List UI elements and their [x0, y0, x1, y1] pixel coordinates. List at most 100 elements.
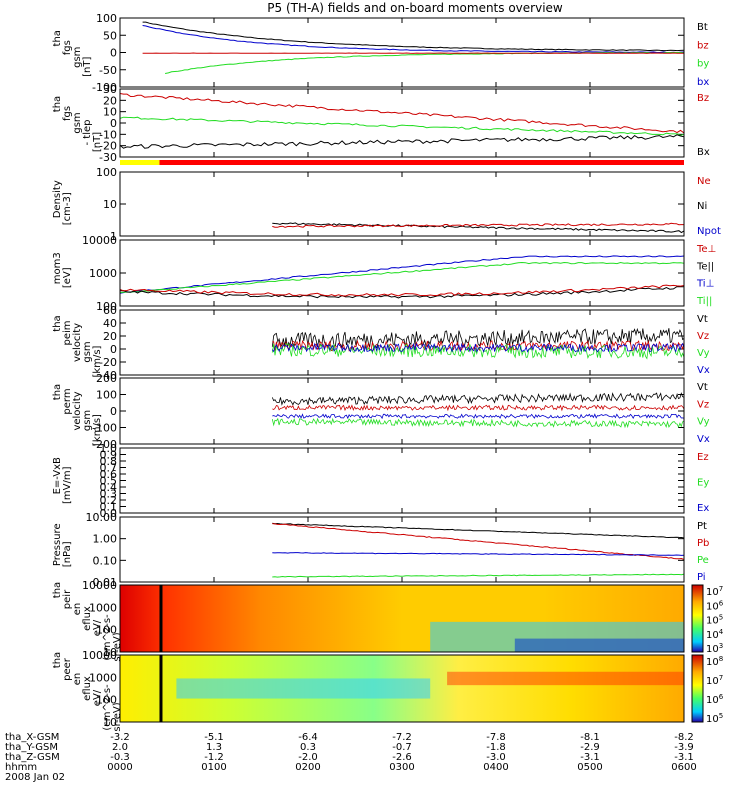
x-date-label: 2008 Jan 02	[5, 772, 65, 783]
legend-entry: Pi	[697, 572, 706, 583]
legend: Vt Vz Vy Vx	[697, 314, 710, 376]
y-tick-label: -20	[99, 356, 117, 369]
legend-entry: Te||	[696, 261, 714, 272]
y-axis-label: tha peir en eflux eV/(cm^2-s-sr-eV)	[52, 582, 123, 662]
series-te-par	[119, 286, 685, 299]
x-axis-annotation: tha_X-GSM -3.2 -5.1 -6.4 -7.2 -7.8 -8.1 -8.2 tha…	[5, 732, 697, 783]
legend-entry: Vx	[697, 434, 710, 445]
legend-entry: bz	[697, 40, 709, 51]
series-bt	[142, 21, 685, 52]
legend-entry: Te⊥	[696, 244, 716, 255]
legend-entry: Pb	[697, 538, 709, 549]
y-tick-label: 0.2	[100, 494, 118, 507]
y-tick-label: 10000	[82, 234, 117, 247]
y-tick-label: 10000	[82, 579, 117, 592]
series-bx	[119, 134, 685, 149]
y-tick-label: 10	[103, 646, 117, 659]
x-row-value: -2.6	[392, 752, 412, 763]
legend-entry: bx	[697, 77, 709, 88]
y-label-line: gsm	[72, 112, 83, 133]
x-row-value: 1.3	[206, 742, 222, 753]
panel-content	[119, 255, 685, 299]
series-ne	[272, 222, 684, 228]
panel-5: tha peim velocity gsm [km/s]6040200-20-40VtV…	[52, 304, 710, 382]
y-tick-label: -100	[92, 81, 117, 94]
legend: Te⊥ Te|| Ti⊥ Ti||	[696, 244, 716, 307]
x-row-value: -7.8	[486, 732, 506, 743]
y-label-line: [nT]	[92, 132, 103, 152]
legend-entry: Vz	[697, 399, 709, 410]
series-bx	[142, 25, 685, 54]
y-tick-label: 100	[96, 694, 117, 707]
x-row-value: 0600	[671, 762, 696, 773]
legend-entry: Vt	[697, 382, 708, 393]
y-label-line: velocity	[72, 391, 83, 430]
panel-frame	[119, 239, 685, 307]
x-row-label: tha_X-GSM	[5, 732, 59, 743]
y-tick-label: 10	[103, 106, 117, 119]
colorbar-label: 106	[706, 599, 724, 612]
legend-entry: Bz	[697, 93, 709, 104]
panel-content	[272, 222, 685, 234]
panel-8: Pressure [nPa] 10.00 1.00 0.10 0.01 Pt Pb Pe Pi	[52, 511, 709, 589]
y-label-line: peer	[62, 657, 73, 681]
y-axis-label: mom3 [eV]	[52, 252, 73, 288]
legend: Vt Vz Vy Vx	[697, 382, 710, 445]
series-bz	[119, 93, 685, 134]
legend-entry: by	[697, 59, 709, 70]
panel-10: tha peer en eflux eV/(cm^2-s-sr-eV)100001000…	[52, 649, 724, 732]
y-label-line: [cm-3]	[62, 192, 73, 225]
y-tick-label: 0.7	[100, 462, 118, 475]
legend: Bt bz by bx	[697, 22, 709, 88]
y-label-line: tha	[52, 315, 63, 331]
y-label-line: tha	[52, 30, 63, 46]
y-tick-label: 0.8	[100, 455, 118, 468]
colorbar-label: 107	[706, 674, 723, 687]
y-tick-label: 0.0	[100, 507, 118, 520]
y-label-line: velocity	[72, 323, 83, 362]
legend-entry: Ni	[697, 201, 707, 212]
x-row-label: hhmm	[5, 762, 37, 773]
y-label-line: [eV]	[62, 267, 73, 288]
panel-content	[120, 585, 684, 652]
panel-7: E=-VxB [mV/m] 1.00.90.80.70.60.50.40.30.20…	[52, 442, 709, 520]
panel-frame	[119, 516, 685, 583]
x-row-value: -0.3	[110, 752, 130, 763]
y-label-line: gsm	[82, 410, 93, 431]
y-label-line: [mV/m]	[62, 466, 73, 504]
x-row-value: 0000	[107, 762, 132, 773]
x-row-value: 0400	[483, 762, 508, 773]
legend-entry: Ne	[697, 176, 711, 187]
status-bar-fast	[159, 160, 685, 165]
y-tick-label: -200	[92, 438, 117, 451]
y-tick-label: 50	[103, 29, 117, 42]
y-tick-label: 60	[103, 304, 117, 317]
colorbar-label: 108	[706, 655, 723, 668]
legend-entry: Vz	[697, 331, 709, 342]
colorbar-scale	[691, 584, 704, 653]
x-row-value: -8.2	[674, 732, 694, 743]
x-row-value: -2.0	[298, 752, 318, 763]
spectrogram-high-flux	[447, 671, 684, 686]
x-row-value: -1.8	[486, 742, 506, 753]
panel-frame	[119, 309, 685, 376]
x-row-value: -3.0	[486, 752, 506, 763]
x-row-value: -6.4	[298, 732, 318, 743]
series-vx	[272, 413, 685, 420]
x-row-label: tha_Y-GSM	[5, 742, 58, 753]
x-row-value: -3.1	[580, 752, 600, 763]
panel-content	[142, 21, 685, 74]
panel-content	[271, 327, 685, 360]
series-vz	[272, 404, 685, 412]
y-tick-label: 0	[110, 343, 117, 356]
y-label-line: E=-VxB	[52, 457, 63, 494]
legend-entry: Bx	[697, 147, 710, 158]
y-tick-label: -10	[99, 128, 117, 141]
series-by	[119, 116, 685, 136]
panel-frame	[119, 654, 685, 723]
y-label-line: eV/	[92, 619, 103, 636]
panel-9: tha peir en eflux eV/(cm^2-s-sr-eV)100001000…	[52, 579, 724, 662]
